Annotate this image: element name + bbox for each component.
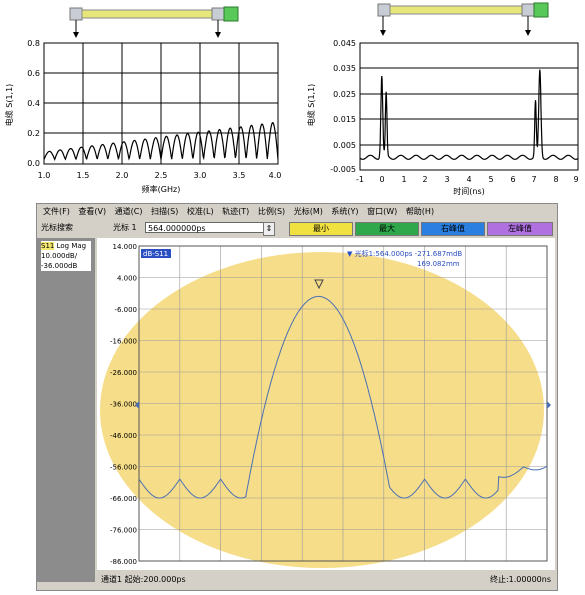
frequency-trace <box>43 122 279 161</box>
x-tick: 0 <box>379 175 384 184</box>
ref-right-arrow-icon <box>547 401 551 409</box>
y-tick: 14.000 <box>113 243 138 251</box>
trace-name: S11 <box>41 242 55 250</box>
y-tick: -36.000 <box>110 401 137 409</box>
spin-button[interactable]: ⇕ <box>263 222 275 236</box>
vna-plot: 14.000 4.000 -6.000 -16.000 -26.000 -36.000 -4… <box>97 238 555 570</box>
trace-tag-bg <box>141 249 171 258</box>
y-tick: -76.000 <box>110 527 137 535</box>
x-axis-label: 频率(GHz) <box>142 184 181 194</box>
menu-window[interactable]: 窗口(W) <box>367 207 398 216</box>
y-tick: -46.000 <box>110 432 137 440</box>
menu-file[interactable]: 文件(F) <box>43 207 70 216</box>
x-tick: 2 <box>422 175 427 184</box>
menu-channel[interactable]: 通道(C) <box>114 207 143 216</box>
x-tick: 5 <box>488 175 493 184</box>
time-domain-chart: 0.045 0.035 0.025 0.015 0.005 -0.005 -1 … <box>306 2 579 196</box>
arrow-down-icon <box>380 30 386 36</box>
menu-calibration[interactable]: 校准(L) <box>186 207 214 216</box>
y-tick: 0.005 <box>333 141 356 150</box>
start-label: 通道1 起始:200.000ps <box>101 575 186 584</box>
menu-view[interactable]: 查看(V) <box>78 207 107 216</box>
menu-sweep[interactable]: 扫描(S) <box>151 207 179 216</box>
y-axis-label: 电缆 S(1,1) <box>306 84 316 127</box>
arrow-down-icon <box>215 32 221 38</box>
x-tick: 3.0 <box>194 171 207 180</box>
x-tick: 8 <box>553 175 558 184</box>
arrow-down-icon <box>525 30 531 36</box>
stop-label: 终止:1.00000ns <box>489 575 551 584</box>
y-tick: 0.045 <box>333 39 356 48</box>
y-tick: 0.025 <box>333 90 356 99</box>
highlight-ellipse <box>100 252 544 568</box>
x-tick: 2.5 <box>155 171 168 180</box>
trace-info-box[interactable]: S11 Log Mag 10.000dB/ -36.000dB <box>41 241 91 271</box>
marker-toolbar: 光标搜索 光标 1 564.000000ps ⇕ 最小 最大 右峰值 左峰值 <box>37 221 557 236</box>
x-tick: 3 <box>444 175 449 184</box>
y-tick: 0.8 <box>27 39 40 48</box>
search-min-button[interactable]: 最小 <box>289 222 353 236</box>
x-tick: 4 <box>466 175 471 184</box>
y-tick: -56.000 <box>110 464 137 472</box>
search-max-button[interactable]: 最大 <box>355 222 419 236</box>
frequency-domain-chart: 0.8 0.6 0.4 0.2 0.0 1.0 1.5 2.0 2.5 3.0 … <box>4 6 282 194</box>
search-right-peak-button[interactable]: 右峰值 <box>421 222 485 236</box>
y-tick: 4.000 <box>117 275 137 283</box>
x-tick: -1 <box>356 175 364 184</box>
s11-trace <box>138 295 548 499</box>
marker-distance: 169.082mm <box>417 260 460 268</box>
trace-tag: dB-S11 <box>143 250 168 258</box>
menu-scale[interactable]: 比例(S) <box>257 207 286 216</box>
vna-window: 文件(F) 查看(V) 通道(C) 扫描(S) 校准(L) 轨迹(T) 比例(S… <box>36 203 558 591</box>
menu-marker[interactable]: 光标(M) <box>293 207 323 216</box>
y-tick: 0.035 <box>333 64 356 73</box>
x-tick: 1.0 <box>38 171 51 180</box>
x-tick: 3.5 <box>233 171 246 180</box>
menu-help[interactable]: 帮助(H) <box>405 207 435 216</box>
arrow-down-icon <box>73 32 79 38</box>
y-axis-label: 电缆 S(1,1) <box>4 84 14 127</box>
search-left-peak-button[interactable]: 左峰值 <box>487 222 553 236</box>
marker-icon[interactable] <box>314 279 324 290</box>
y-tick: -86.000 <box>110 558 137 566</box>
y-tick: -0.005 <box>330 165 356 174</box>
marker-label: 光标 1 <box>113 223 137 232</box>
x-tick: 4.0 <box>269 171 282 180</box>
trace-panel: S11 Log Mag 10.000dB/ -36.000dB <box>37 238 95 582</box>
y-tick: -66.000 <box>110 495 137 503</box>
x-axis-label: 时间(ns) <box>453 186 484 196</box>
y-tick: 0.6 <box>27 69 40 78</box>
trace-ref: -36.000dB <box>41 262 78 270</box>
marker-readout: ▼ 光标1:564.000ps -271.687mdB <box>347 249 462 258</box>
x-tick: 9 <box>573 175 578 184</box>
ref-left-arrow-icon <box>135 401 139 409</box>
y-tick: -26.000 <box>110 369 137 377</box>
x-tick: 1 <box>401 175 406 184</box>
y-tick: 0.4 <box>27 99 40 108</box>
y-tick: 0.2 <box>27 129 40 138</box>
x-tick: 7 <box>531 175 536 184</box>
menu-trace[interactable]: 轨迹(T) <box>222 207 250 216</box>
trace-format: Log Mag <box>56 242 87 250</box>
menu-bar: 文件(F) 查看(V) 通道(C) 扫描(S) 校准(L) 轨迹(T) 比例(S… <box>37 204 557 220</box>
y-tick: 0.015 <box>333 115 356 124</box>
menu-system[interactable]: 系统(Y) <box>331 207 359 216</box>
status-bar: 通道1 起始:200.000ps 终止:1.00000ns <box>97 572 555 588</box>
trace-scale: 10.000dB/ <box>41 252 78 260</box>
time-trace <box>359 69 579 160</box>
cable-icon <box>377 2 549 18</box>
marker-search-label: 光标搜索 <box>41 223 73 232</box>
y-tick: 0.0 <box>27 159 40 168</box>
x-tick: 1.5 <box>77 171 90 180</box>
marker-value-input[interactable]: 564.000000ps <box>145 222 275 233</box>
cable-icon <box>69 6 239 22</box>
y-tick: -6.000 <box>114 306 137 314</box>
x-tick: 2.0 <box>116 171 129 180</box>
y-tick: -16.000 <box>110 338 137 346</box>
x-tick: 6 <box>510 175 515 184</box>
